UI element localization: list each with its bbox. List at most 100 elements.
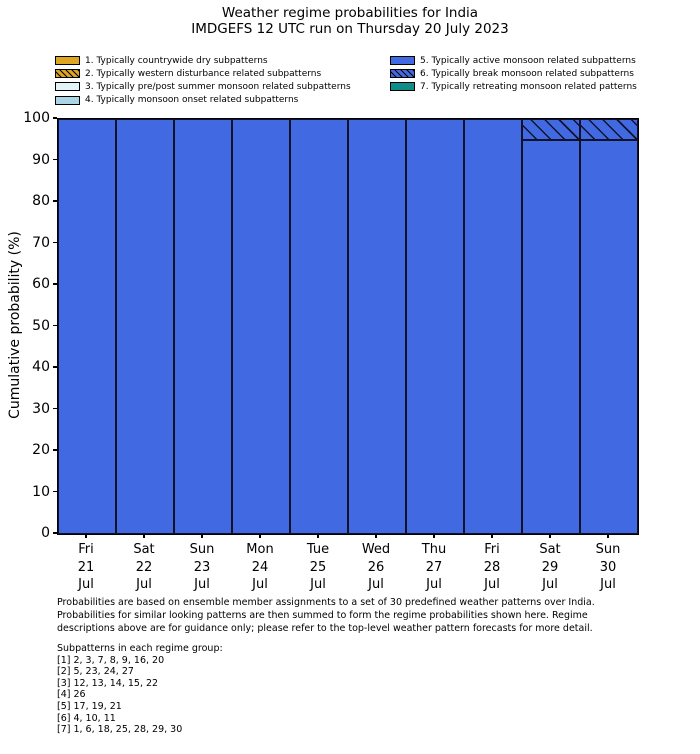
legend-item: 3. Typically pre/post summer monsoon rel… bbox=[55, 81, 351, 92]
y-tick-label: 80 bbox=[32, 193, 50, 209]
y-tick-mark bbox=[53, 241, 57, 244]
footnote: Probabilities are based on ensemble memb… bbox=[57, 597, 595, 635]
plot-area bbox=[57, 118, 639, 535]
x-tick-mark bbox=[201, 534, 203, 538]
y-tick-label: 60 bbox=[32, 276, 50, 292]
x-tick-mark bbox=[491, 534, 493, 538]
y-tick-label: 100 bbox=[23, 110, 50, 126]
legend-item-label: 5. Typically active monsoon related subp… bbox=[420, 55, 636, 66]
x-tick-label-line: Sat bbox=[133, 542, 155, 557]
x-tick-label-line: Fri bbox=[484, 542, 500, 557]
bar-segment bbox=[580, 119, 638, 140]
x-tick-label-line: 21 bbox=[77, 559, 95, 575]
legend-swatch bbox=[55, 82, 80, 92]
legend-swatch bbox=[390, 56, 415, 65]
subpattern-line: [7] 1, 6, 18, 25, 28, 29, 30 bbox=[57, 724, 183, 736]
legend-swatch bbox=[390, 82, 415, 92]
y-tick-label: 40 bbox=[32, 359, 50, 375]
y-tick-mark bbox=[53, 532, 57, 534]
x-tick-mark bbox=[259, 534, 261, 538]
bar-segment bbox=[174, 119, 232, 534]
bar-segment bbox=[348, 119, 406, 534]
bar-segment bbox=[522, 139, 580, 534]
legend-swatch bbox=[390, 69, 415, 79]
footnote-line: Probabilities for similar looking patter… bbox=[57, 609, 588, 621]
subpattern-line: [3] 12, 13, 14, 15, 22 bbox=[57, 677, 159, 689]
legend-item-label: 3. Typically pre/post summer monsoon rel… bbox=[85, 81, 351, 92]
chart-subtitle: IMDGEFS 12 UTC run on Thursday 20 July 2… bbox=[191, 21, 509, 37]
x-tick-label-line: 26 bbox=[367, 559, 385, 575]
x-tick-label-line: Jul bbox=[194, 577, 210, 592]
x-tick-label-line: Jul bbox=[310, 577, 326, 592]
x-tick-mark bbox=[607, 534, 609, 538]
y-tick-label: 0 bbox=[41, 525, 50, 541]
x-tick-label-line: Sun bbox=[189, 542, 215, 557]
bar-segment bbox=[232, 119, 290, 534]
x-tick-label-line: Jul bbox=[542, 577, 558, 592]
bar-segment bbox=[116, 119, 174, 534]
x-tick-label: Tue 25 Jul bbox=[289, 541, 347, 594]
bar-segment bbox=[58, 119, 116, 534]
x-tick-label-line: Jul bbox=[252, 577, 268, 592]
x-tick-label-line: Jul bbox=[426, 577, 442, 592]
x-tick-label-line: Jul bbox=[136, 577, 152, 592]
legend-swatch bbox=[55, 95, 80, 105]
x-tick-label-line: 25 bbox=[309, 559, 327, 575]
y-tick-mark bbox=[53, 490, 57, 493]
x-tick-mark bbox=[317, 534, 319, 538]
x-tick-label: Sun 30 Jul bbox=[579, 541, 637, 594]
x-tick-mark bbox=[143, 534, 145, 538]
y-tick-mark bbox=[53, 158, 57, 161]
x-tick-label-line: Tue bbox=[306, 542, 330, 557]
x-tick-label: Sat 22 Jul bbox=[115, 541, 173, 594]
x-tick-label-line: 23 bbox=[193, 559, 211, 575]
x-tick-label-line: Jul bbox=[484, 577, 500, 592]
x-tick-label: Sat 29 Jul bbox=[521, 541, 579, 594]
y-tick-mark bbox=[53, 283, 57, 285]
y-tick-label: 10 bbox=[32, 483, 50, 500]
x-tick-label-line: 24 bbox=[251, 559, 269, 575]
footnote-line: descriptions above are for guidance only… bbox=[57, 622, 593, 634]
y-tick-label: 50 bbox=[32, 317, 50, 334]
x-tick-label: Sun 23 Jul bbox=[173, 541, 231, 594]
x-tick-label-line: Mon bbox=[246, 542, 274, 557]
legend-item-label: 6. Typically break monsoon related subpa… bbox=[420, 68, 634, 79]
x-tick-label-line: Thu bbox=[421, 542, 447, 557]
legend-item: 7. Typically retreating monsoon related … bbox=[390, 81, 637, 92]
y-tick-mark bbox=[53, 449, 57, 451]
subpattern-line: [4] 26 bbox=[57, 689, 86, 701]
x-tick-mark bbox=[549, 534, 551, 538]
subpatterns-list: Subpatterns in each regime group: [1] 2,… bbox=[57, 643, 223, 736]
y-tick-mark bbox=[53, 200, 57, 202]
subpattern-line: [6] 4, 10, 11 bbox=[57, 712, 116, 724]
x-tick-label-line: Jul bbox=[368, 577, 384, 592]
x-tick-label-line: 29 bbox=[541, 559, 559, 575]
legend-swatch bbox=[55, 56, 80, 65]
legend-item: 2. Typically western disturbance related… bbox=[55, 68, 351, 79]
x-tick-label-line: 22 bbox=[135, 559, 153, 575]
legend-item: 5. Typically active monsoon related subp… bbox=[390, 55, 637, 66]
chart-title: Weather regime probabilities for India bbox=[221, 5, 479, 21]
legend-item: 6. Typically break monsoon related subpa… bbox=[390, 68, 637, 79]
x-tick-mark bbox=[375, 534, 377, 538]
subpattern-line: [2] 5, 23, 24, 27 bbox=[57, 666, 134, 678]
legend-item: 4. Typically monsoon onset related subpa… bbox=[55, 95, 351, 106]
legend-item: 1. Typically countrywide dry subpatterns bbox=[55, 56, 351, 66]
y-tick-mark bbox=[53, 407, 57, 410]
footnote-line: Probabilities are based on ensemble memb… bbox=[57, 597, 595, 608]
legend-item-label: 4. Typically monsoon onset related subpa… bbox=[85, 95, 299, 106]
x-tick-label-line: Sun bbox=[595, 542, 621, 557]
bar-segment bbox=[580, 139, 638, 534]
x-tick-label-line: Sat bbox=[539, 542, 561, 557]
bar-segment bbox=[406, 119, 464, 534]
x-tick-mark bbox=[85, 534, 87, 538]
x-tick-label-line: Fri bbox=[78, 542, 94, 557]
y-tick-label: 20 bbox=[32, 442, 50, 458]
legend-column-right: 5. Typically active monsoon related subp… bbox=[390, 56, 637, 96]
bar-segment bbox=[464, 119, 522, 534]
y-tick-mark bbox=[53, 117, 57, 119]
x-tick-label-line: 30 bbox=[599, 559, 617, 575]
legend-item-label: 2. Typically western disturbance related… bbox=[85, 68, 322, 79]
legend-item-label: 7. Typically retreating monsoon related … bbox=[420, 81, 637, 92]
y-tick-label: 30 bbox=[32, 400, 50, 417]
